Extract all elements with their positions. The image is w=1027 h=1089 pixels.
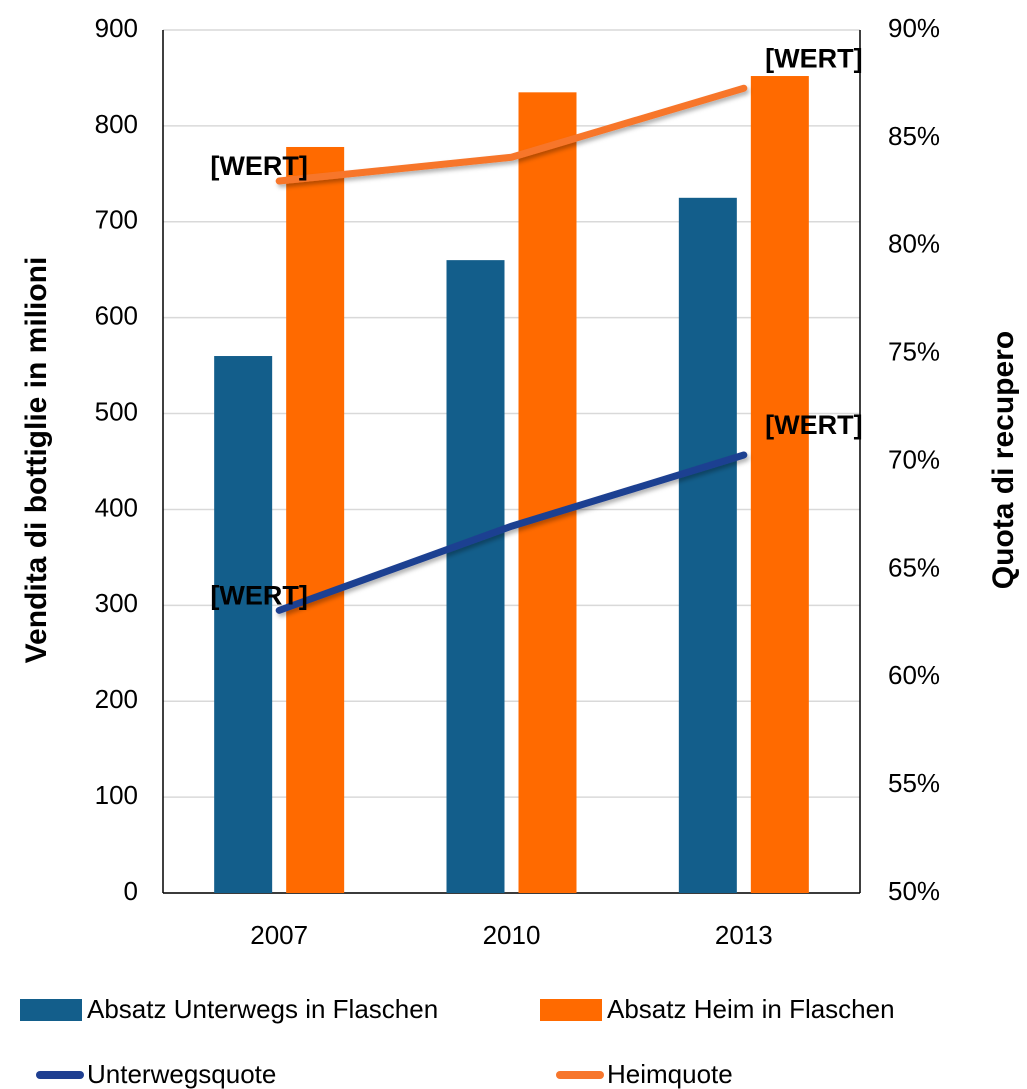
x-tick-label: 2013	[715, 920, 773, 950]
legend-label: Absatz Heim in Flaschen	[607, 994, 895, 1024]
y2-tick-label: 65%	[888, 552, 940, 582]
x-tick-label: 2007	[250, 920, 308, 950]
data-label: [WERT]	[210, 580, 307, 610]
x-tick-label: 2010	[483, 920, 541, 950]
legend-label: Heimquote	[607, 1059, 733, 1089]
bar	[750, 76, 809, 893]
y-tick-label: 100	[95, 780, 138, 810]
y-axis-title: Vendita di bottiglie in milioni	[20, 257, 53, 664]
y2-tick-label: 75%	[888, 337, 940, 367]
y2-tick-label: 80%	[888, 229, 940, 259]
line	[275, 451, 748, 614]
data-label: [WERT]	[765, 43, 862, 73]
data-label: [WERT]	[210, 151, 307, 181]
bar	[518, 92, 577, 894]
bar	[678, 197, 737, 894]
y-tick-label: 300	[95, 588, 138, 618]
y-tick-label: 400	[95, 492, 138, 522]
y2-axis-title: Quota di recupero	[987, 331, 1020, 589]
y-tick-label: 500	[95, 396, 138, 426]
y2-tick-label: 60%	[888, 660, 940, 690]
y2-tick-label: 55%	[888, 768, 940, 798]
y2-tick-label: 90%	[888, 13, 940, 43]
y-tick-label: 200	[95, 684, 138, 714]
legend-swatch	[540, 999, 602, 1021]
y-tick-label: 800	[95, 109, 138, 139]
y-tick-label: 700	[95, 205, 138, 235]
bar	[286, 146, 345, 894]
legend-label: Absatz Unterwegs in Flaschen	[87, 994, 438, 1024]
y2-tick-label: 85%	[888, 121, 940, 151]
legend-label: Unterwegsquote	[87, 1059, 276, 1089]
line	[275, 84, 748, 185]
y2-tick-label: 70%	[888, 444, 940, 474]
y-tick-label: 600	[95, 301, 138, 331]
y-tick-label: 0	[124, 876, 138, 906]
y-tick-label: 900	[95, 13, 138, 43]
data-label: [WERT]	[765, 410, 862, 440]
bar	[446, 260, 505, 894]
legend-swatch	[20, 999, 82, 1021]
bar	[214, 356, 273, 893]
y2-tick-label: 50%	[888, 876, 940, 906]
